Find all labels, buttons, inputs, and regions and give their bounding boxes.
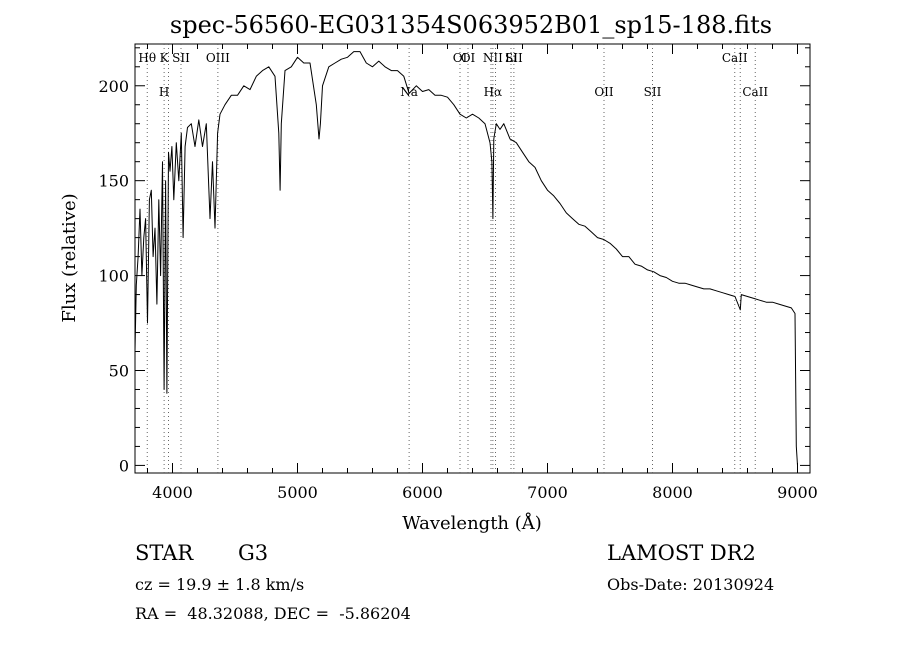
x-tick-label: 9000 xyxy=(777,483,818,502)
line-label-bottom: CaII xyxy=(742,85,768,99)
y-tick-label: 150 xyxy=(98,172,129,191)
x-tick-label: 5000 xyxy=(277,483,318,502)
survey-name: LAMOST DR2 xyxy=(607,541,756,565)
y-axis-label: Flux (relative) xyxy=(59,193,80,322)
x-tick-label: 6000 xyxy=(402,483,443,502)
line-label-bottom: SII xyxy=(644,85,662,99)
object-subclass: G3 xyxy=(238,541,269,565)
y-tick-label: 200 xyxy=(98,77,129,96)
series-layer xyxy=(134,51,798,466)
line-label-top: K xyxy=(160,51,170,65)
object-class: STAR xyxy=(135,541,194,565)
x-tick-label: 4000 xyxy=(152,483,193,502)
line-label-bottom: H xyxy=(159,85,169,99)
line-label-bottom: Hα xyxy=(484,85,503,99)
line-label-top: OI xyxy=(461,51,476,65)
line-label-top: SII xyxy=(505,51,523,65)
line-label-top: OIII xyxy=(206,51,230,65)
line-label-bottom: OII xyxy=(594,85,614,99)
y-tick-label: 50 xyxy=(109,361,129,380)
x-tick-label: 7000 xyxy=(527,483,568,502)
y-tick-label: 0 xyxy=(119,456,129,475)
line-label-top: Hθ xyxy=(138,51,156,65)
line-label-top: Li xyxy=(505,51,517,65)
plot-frame xyxy=(134,43,811,474)
coords-text: RA = 48.32088, DEC = -5.86204 xyxy=(135,604,411,623)
axis-ticks: 4000 5000 6000 7000 8000 9000 0 50 100 150 200 xyxy=(98,44,818,502)
spectrum-line xyxy=(134,51,798,466)
line-label-top: NII xyxy=(483,51,503,65)
chart-title: spec-56560-EG031354S063952B01_sp15-188.f… xyxy=(170,11,772,39)
y-tick-label: 100 xyxy=(98,267,129,286)
redshift-text: cz = 19.9 ± 1.8 km/s xyxy=(135,575,305,594)
line-label-top: SII xyxy=(172,51,190,65)
line-label-top: OI xyxy=(453,51,468,65)
obs-date-text: Obs-Date: 20130924 xyxy=(607,575,775,594)
line-label-top: CaII xyxy=(722,51,748,65)
x-tick-label: 8000 xyxy=(652,483,693,502)
plot-border xyxy=(134,43,811,474)
x-axis-label: Wavelength (Å) xyxy=(402,512,542,534)
